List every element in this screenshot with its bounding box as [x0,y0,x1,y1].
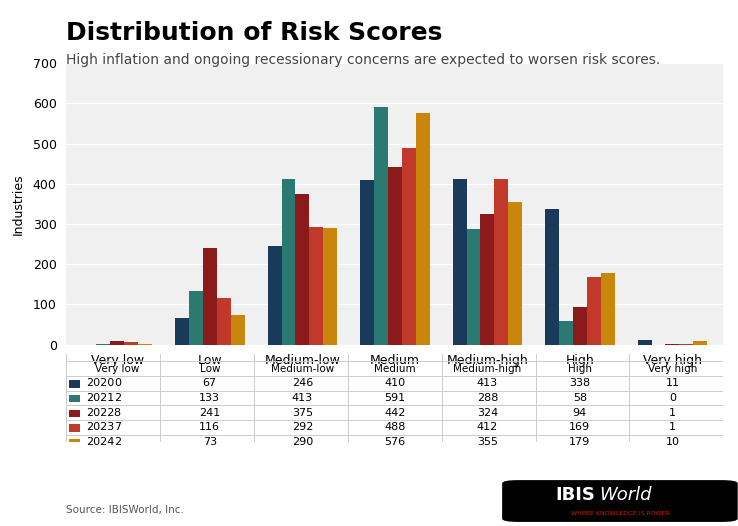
Bar [480,214,494,345]
Text: 2023: 2023 [86,422,114,432]
Bar [217,298,230,345]
Text: 7: 7 [114,422,121,432]
Text: 591: 591 [384,393,405,403]
Text: IBIS: IBIS [555,486,595,504]
Text: 2: 2 [114,393,121,403]
Text: 58: 58 [573,393,587,403]
FancyBboxPatch shape [502,480,738,522]
FancyBboxPatch shape [69,395,80,402]
Text: 0: 0 [114,378,121,388]
Text: High inflation and ongoing recessionary concerns are expected to worsen risk sco: High inflation and ongoing recessionary … [66,53,661,67]
Bar [138,344,152,345]
Text: 2020: 2020 [86,378,114,388]
Bar [388,167,401,345]
Bar [281,178,295,345]
Bar [111,341,124,345]
Text: 1: 1 [669,408,676,418]
Bar [175,318,189,345]
Text: Medium: Medium [374,363,415,373]
Text: World: World [599,486,652,504]
Text: 94: 94 [573,408,587,418]
Bar [573,307,587,345]
Text: 375: 375 [292,408,313,418]
Bar [124,342,138,345]
Text: 288: 288 [477,393,498,403]
Text: 0: 0 [669,393,676,403]
Text: 413: 413 [477,378,498,388]
Bar [508,202,522,345]
Bar [203,248,217,345]
Text: Very high: Very high [648,363,697,373]
Bar [374,107,388,345]
Text: 290: 290 [292,437,313,447]
Text: Medium-low: Medium-low [271,363,334,373]
Text: WHERE KNOWLEDGE IS POWER: WHERE KNOWLEDGE IS POWER [570,511,669,516]
Text: 442: 442 [384,408,405,418]
Bar [401,148,415,345]
Text: 67: 67 [203,378,217,388]
Bar [545,209,559,345]
Y-axis label: Industries: Industries [11,173,24,235]
Text: 73: 73 [203,437,217,447]
FancyBboxPatch shape [69,439,80,446]
Text: 2021: 2021 [86,393,114,403]
Bar [494,179,508,345]
Bar [295,194,309,345]
Text: Very low: Very low [95,363,139,373]
Text: 8: 8 [114,408,121,418]
Text: 133: 133 [199,393,221,403]
Text: 246: 246 [292,378,313,388]
Bar [323,228,337,345]
Text: 355: 355 [477,437,498,447]
Bar [268,246,281,345]
Bar [466,229,480,345]
Text: 2024: 2024 [86,437,114,447]
Bar [587,277,601,345]
Text: 488: 488 [384,422,405,432]
Bar [309,227,323,345]
Bar [452,178,466,345]
Text: 576: 576 [384,437,405,447]
FancyBboxPatch shape [69,424,80,431]
Text: Distribution of Risk Scores: Distribution of Risk Scores [66,21,443,45]
FancyBboxPatch shape [69,380,80,388]
Bar [693,341,707,345]
Text: Source: IBISWorld, Inc.: Source: IBISWorld, Inc. [66,505,184,515]
Bar [189,291,203,345]
Text: 2: 2 [114,437,121,447]
Text: 116: 116 [199,422,221,432]
Text: 1: 1 [669,422,676,432]
Bar [415,113,430,345]
Text: 292: 292 [292,422,313,432]
Text: Medium-high: Medium-high [453,363,522,373]
Text: 324: 324 [477,408,498,418]
Text: 11: 11 [666,378,680,388]
Text: 413: 413 [292,393,313,403]
Bar [231,315,244,345]
Text: 338: 338 [569,378,590,388]
Text: 410: 410 [384,378,405,388]
Text: 10: 10 [666,437,680,447]
Text: 412: 412 [477,422,498,432]
Bar [360,180,374,345]
Bar [559,321,573,345]
Bar [638,340,652,345]
Text: Low: Low [199,363,220,373]
Text: 169: 169 [569,422,590,432]
FancyBboxPatch shape [69,410,80,417]
Text: 179: 179 [569,437,590,447]
Text: 241: 241 [199,408,221,418]
Bar [601,272,615,345]
Bar [97,344,111,345]
Text: High: High [568,363,592,373]
Text: 2022: 2022 [86,408,114,418]
